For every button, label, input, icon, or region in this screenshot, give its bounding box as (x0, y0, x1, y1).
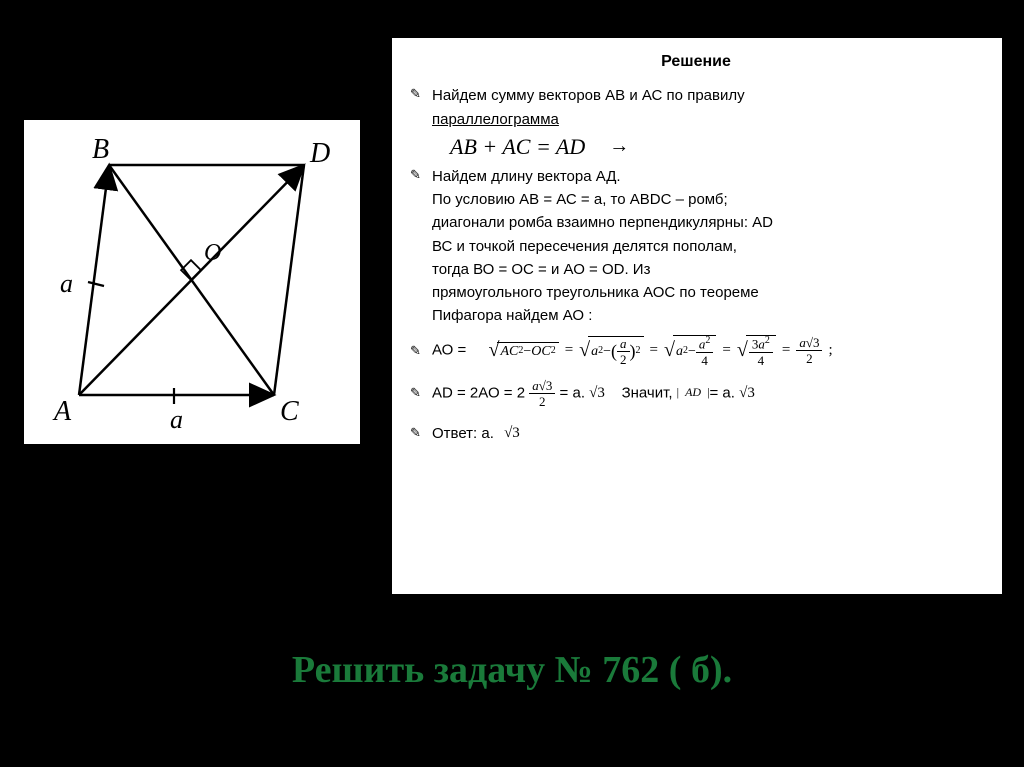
side-a-left: a (60, 269, 73, 298)
bullet-row: ✎ АD = 2АО = 2 a√32 = а. √3 Значит, |AD|… (410, 379, 982, 408)
side-a-bottom: a (170, 405, 183, 434)
ao-label: АО = (432, 342, 466, 359)
vertex-b-label: B (92, 134, 109, 165)
text-line: По условию АВ = АС = а, то АВDС – ромб; (432, 190, 982, 209)
vertex-c-label: C (280, 396, 299, 427)
text-line: параллелограмма (432, 111, 559, 128)
text-line: ВС и точкой пересечения делятся пополам, (432, 237, 982, 256)
vector-equation: AB + AC = AD → (450, 133, 982, 161)
znachit-text: Значит, (617, 384, 672, 401)
bullet-row: ✎ Ответ: а. √3 (410, 424, 982, 444)
text-line: Найдем сумму векторов АВ и АС по правилу (432, 86, 982, 105)
solution-title: Решение (410, 52, 982, 72)
bullet-icon: ✎ (410, 343, 432, 360)
ad-label: АD = 2АО = 2 (432, 384, 525, 401)
bullet-row: ✎ Найдем сумму векторов АВ и АС по прави… (410, 86, 982, 105)
text-line: Найдем длину вектора АД. (432, 167, 982, 186)
bullet-icon: ✎ (410, 167, 432, 184)
text-line: тогда ВО = ОС = и АО = ОD. Из (432, 260, 982, 279)
bullet-row: ✎ АО = √AC2 − OC2 = √a2 − (a2)2 = √a2 − … (410, 335, 982, 366)
diagram-panel: A B D C O a a (22, 118, 362, 446)
answer-label: Ответ: а. (432, 425, 494, 442)
rhombus-diagram: A B D C O a a (24, 120, 360, 444)
bullet-icon: ✎ (410, 385, 432, 402)
ao-equation: АО = √AC2 − OC2 = √a2 − (a2)2 = √a2 − a2… (432, 335, 982, 366)
bullet-icon: ✎ (410, 86, 432, 103)
text-line: прямоугольного треугольника АОС по теоре… (432, 283, 982, 302)
eq-text: AB + AC = AD (450, 133, 585, 161)
center-o-label: O (204, 240, 221, 266)
bullet-icon: ✎ (410, 425, 432, 442)
text-line: Пифагора найдем АО : (432, 306, 982, 325)
arrow-icon: → (609, 134, 629, 160)
eq-a: = а. (560, 384, 585, 401)
bullet-row: ✎ Найдем длину вектора АД. (410, 167, 982, 186)
vertex-d-label: D (309, 138, 330, 169)
text-line: диагонали ромба взаимно перпендикулярны:… (432, 213, 982, 232)
vertex-a-label: A (52, 396, 72, 427)
answer-line: Ответ: а. √3 (432, 424, 982, 444)
ad-equation: АD = 2АО = 2 a√32 = а. √3 Значит, |AD|= … (432, 379, 982, 408)
assignment-title: Решить задачу № 762 ( б). (0, 648, 1024, 692)
solution-panel: Решение ✎ Найдем сумму векторов АВ и АС … (390, 36, 1004, 596)
